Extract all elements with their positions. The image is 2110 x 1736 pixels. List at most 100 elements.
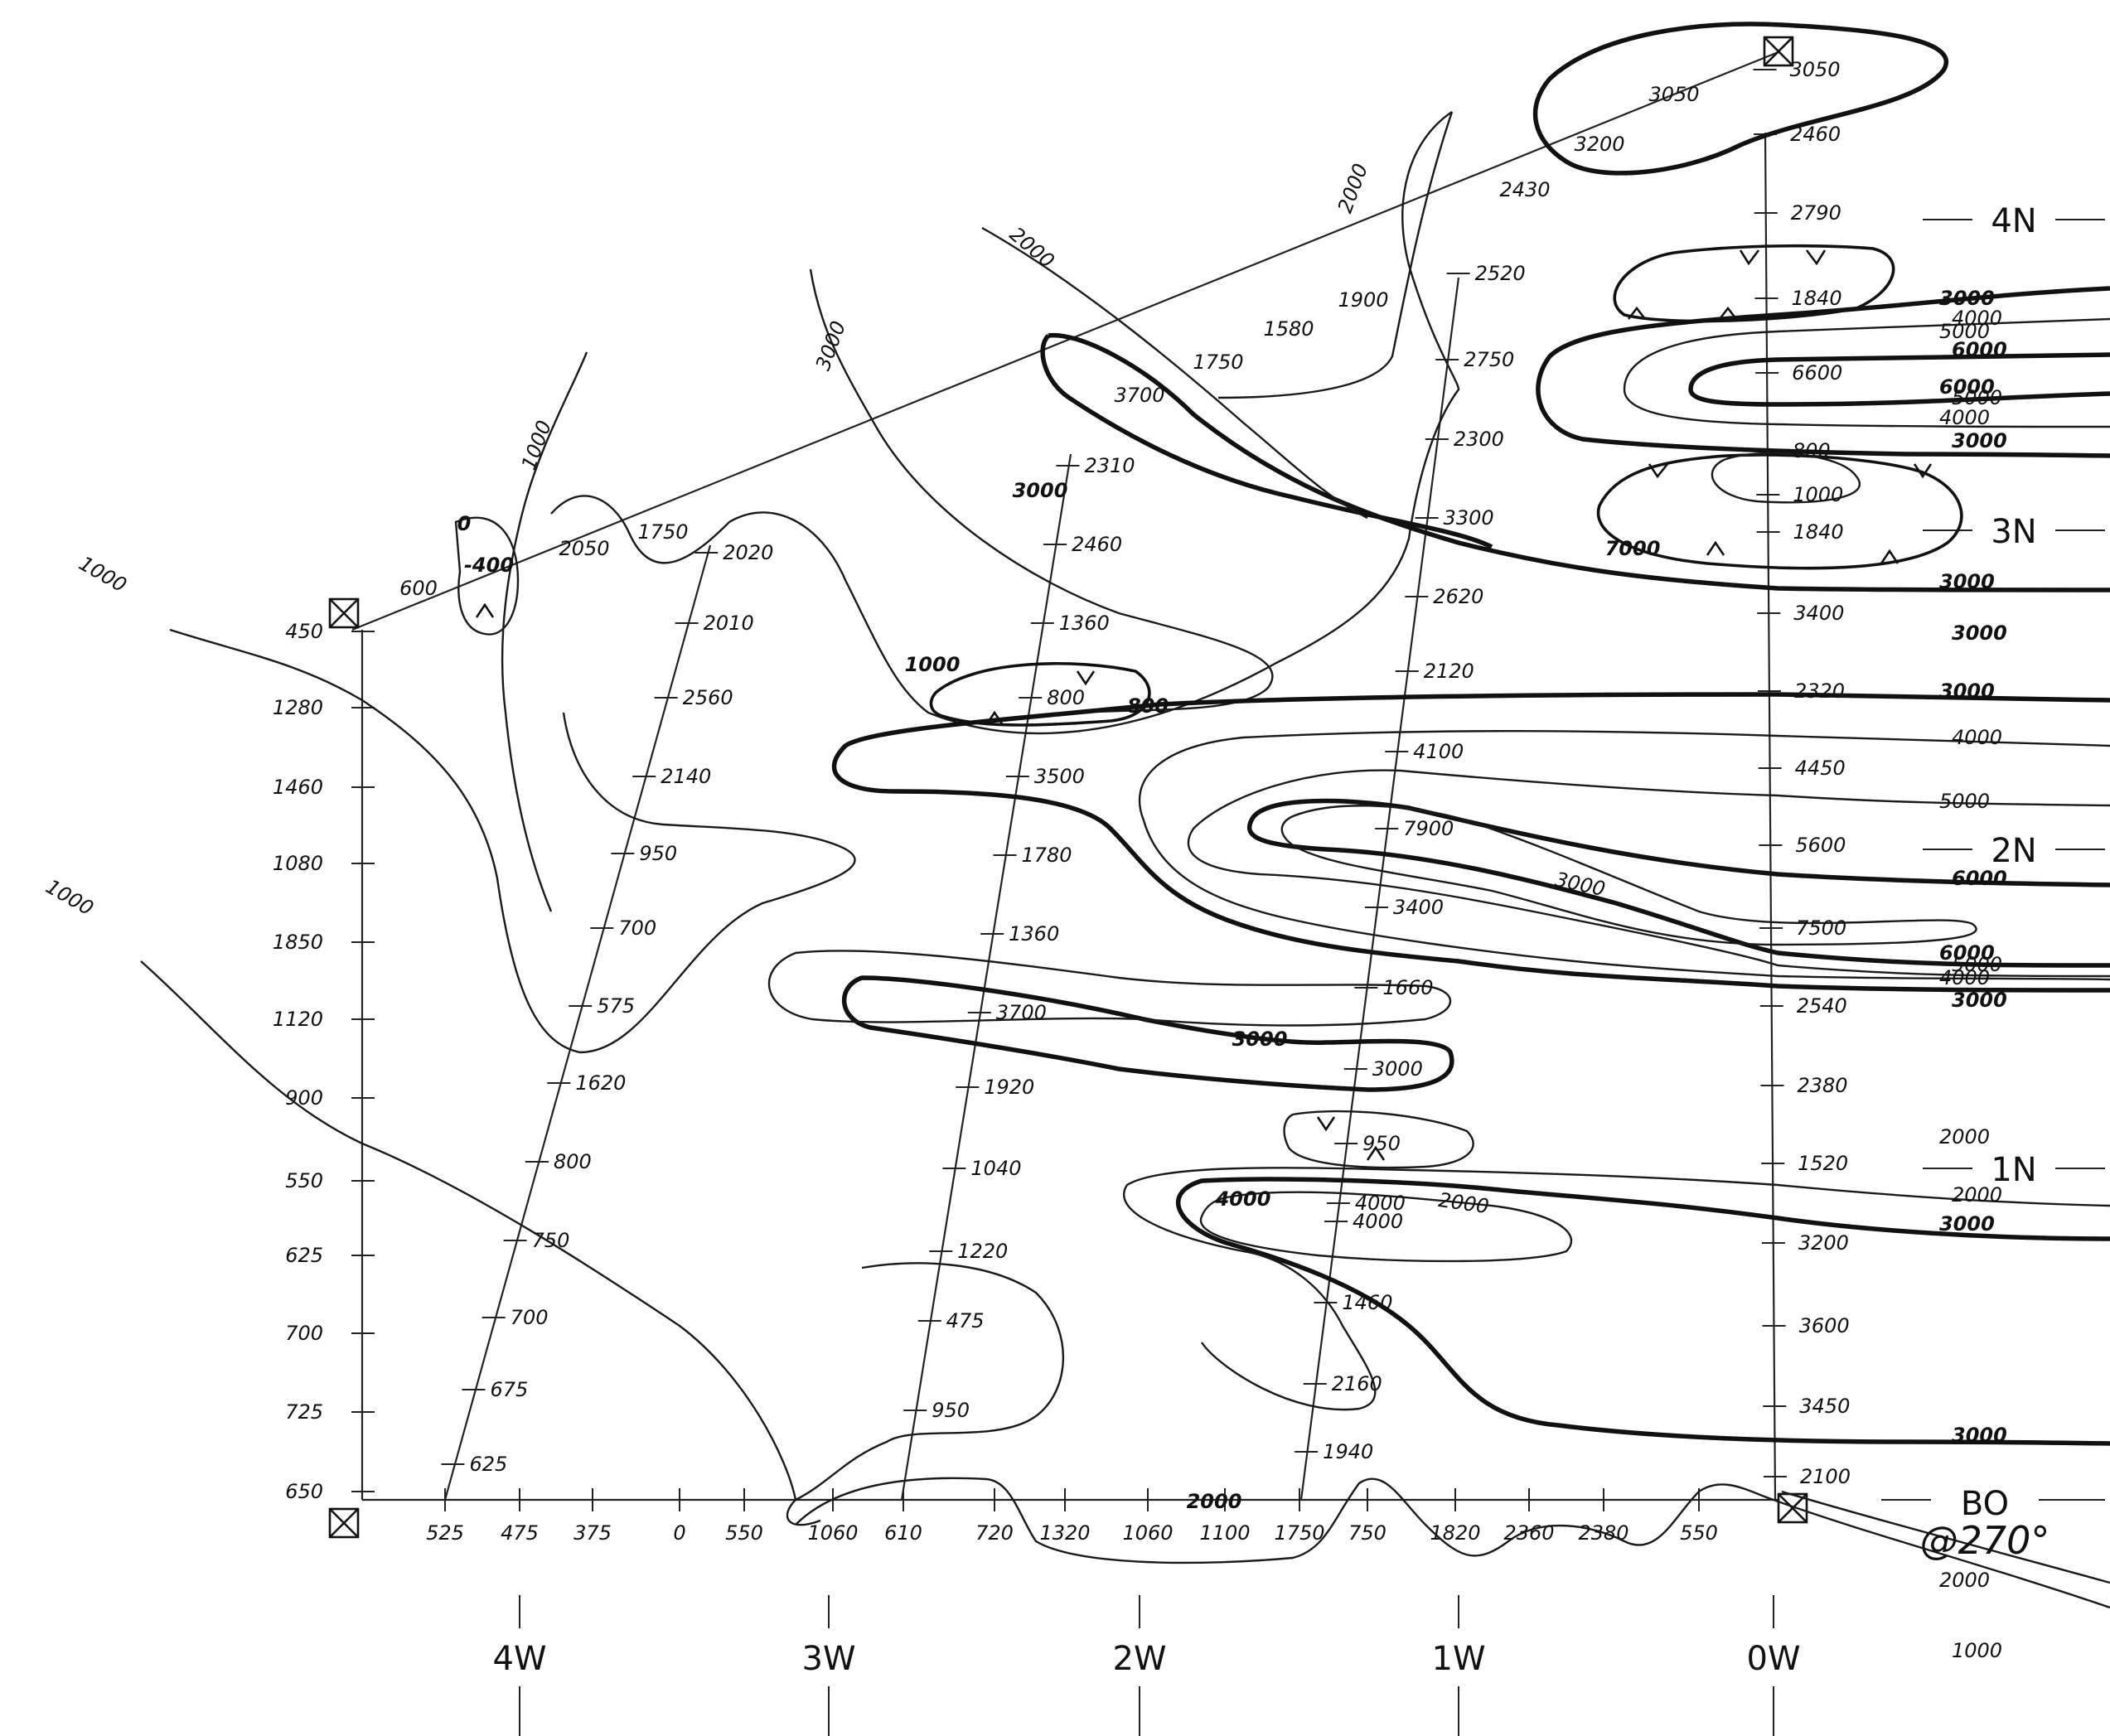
line-1w-value: 1660 [1382, 976, 1433, 999]
line-3w-value: 575 [597, 994, 635, 1018]
line-3w-value: 700 [511, 1306, 549, 1329]
line-1w-value: 3000 [1372, 1057, 1423, 1081]
contour-label: 1000 [1952, 1639, 2002, 1662]
station-markers [328, 36, 1808, 1539]
diagonal-value: 1750 [1193, 351, 1243, 374]
contour-label: 6000 [1952, 867, 2007, 890]
diagonal-value: 1750 [637, 520, 688, 544]
line-1w [1299, 277, 1460, 1501]
contour-label: 2000 [1187, 1490, 1242, 1513]
x-axis-label: 0 [673, 1521, 685, 1545]
contour-line [1536, 286, 2110, 458]
grid-label-0w: 0W [1747, 1640, 1801, 1678]
line-3w-value: 2010 [704, 612, 754, 635]
contour-line [1246, 798, 2110, 968]
contour-line [1139, 730, 2110, 981]
grid-label-4n: 4N [1991, 202, 2036, 240]
line-3w [443, 544, 712, 1501]
line-1w-value: 4000 [1355, 1192, 1406, 1215]
y-axis-label: 1460 [273, 776, 323, 799]
line-0w-value: 2790 [1791, 201, 1841, 225]
contour-label: 2000 [1939, 1569, 1990, 1592]
contour-line [786, 1262, 1065, 1526]
y-axis-label: 625 [285, 1244, 323, 1267]
line-1w-value: 4000 [1353, 1210, 1403, 1233]
contour-line [1623, 317, 2110, 428]
line-0w-value: 5600 [1795, 834, 1846, 857]
y-axis-label: 725 [285, 1400, 323, 1424]
grid-label-1n: 1N [1991, 1151, 2036, 1189]
line-0w-value: 1520 [1798, 1152, 1848, 1175]
contour-label: 2000 [1437, 1188, 1490, 1218]
line-2w-value: 1360 [1059, 612, 1110, 635]
line-2w-value: 1220 [957, 1240, 1008, 1263]
diagonal-value: 2050 [559, 537, 609, 560]
station-marker [328, 597, 360, 629]
line-2w-value: 1780 [1021, 844, 1072, 867]
contour-label: 3000 [1952, 1424, 2007, 1447]
contour-label: 2000 [1952, 1183, 2002, 1206]
hachure-mark [1316, 1116, 1336, 1132]
contour-line [767, 950, 1451, 1027]
x-axis-label: 1820 [1430, 1521, 1480, 1545]
y-axis-label: 450 [285, 620, 323, 643]
line-1w-value: 1460 [1342, 1291, 1392, 1314]
contour-label: 6000 [1939, 375, 1995, 399]
line-1w-value: 2300 [1454, 428, 1504, 451]
contour-label: 6000 [1952, 338, 2007, 361]
contour-label: 4000 [1939, 406, 1990, 429]
line-0w-value: 2320 [1794, 679, 1845, 703]
line-2w-value: 3500 [1034, 765, 1085, 788]
contour-label: 2000 [1005, 223, 1059, 273]
line-2w [900, 453, 1072, 1501]
y-axis-label: 1850 [273, 931, 323, 954]
contour-label: -400 [464, 554, 514, 577]
grid-label-2w: 2W [1113, 1640, 1167, 1678]
grid-label-4w: 4W [493, 1640, 547, 1678]
contour-label: 3000 [1013, 479, 1068, 502]
contour-line [1532, 22, 1948, 176]
contour-label: 4000 [1939, 966, 1990, 989]
x-axis-label: 2380 [1578, 1521, 1628, 1545]
contour-label: 3000 [1939, 570, 1995, 593]
hachure-mark [1913, 463, 1933, 479]
contour-label: 4000 [1215, 1187, 1271, 1211]
contour-label: 3000 [1952, 429, 2007, 452]
line-0w-value: 3050 [1790, 58, 1841, 81]
hachure-mark [1718, 306, 1738, 320]
station-marker [328, 1507, 360, 1539]
line-2w-value: 2460 [1072, 533, 1122, 556]
x-axis-label: 525 [426, 1521, 464, 1545]
contour-line [1596, 453, 1963, 570]
contour-line [981, 226, 1368, 520]
diagonal-value: 3050 [1648, 83, 1699, 106]
contour-label: 3000 [1232, 1028, 1288, 1051]
contour-label: 3000 [811, 318, 850, 374]
line-3w-value: 2560 [683, 686, 733, 709]
line-3w-value: 2020 [723, 541, 773, 564]
contour-label: 3000 [1952, 989, 2007, 1012]
diagonal-value: 3200 [1574, 133, 1624, 156]
hachure-mark [1805, 249, 1827, 266]
line-0w-value: 1000 [1793, 483, 1843, 506]
line-0w-value: 3400 [1793, 602, 1844, 625]
contour-line [1122, 1167, 2110, 1411]
line-0w-value: 7500 [1796, 916, 1846, 940]
line-2w-value: 475 [946, 1309, 985, 1332]
y-axis-label: 1120 [273, 1008, 323, 1031]
line-3w-value: 800 [554, 1150, 592, 1173]
x-axis-label: 720 [975, 1521, 1014, 1545]
contour-line [1187, 769, 2110, 978]
contour-line [929, 661, 1151, 727]
x-axis-label: 1100 [1199, 1521, 1250, 1545]
contour-label: 3000 [1952, 621, 2007, 645]
contour-label: 3000 [1553, 868, 1608, 901]
contour-line [1048, 332, 2110, 592]
line-2w-value: 1920 [984, 1076, 1034, 1099]
line-1w-value: 3300 [1444, 506, 1494, 530]
line-2w-value: 1040 [970, 1157, 1021, 1180]
hachure-mark [1880, 549, 1899, 564]
line-0w-value: 1840 [1793, 520, 1844, 544]
hachure-mark [1366, 1145, 1386, 1161]
